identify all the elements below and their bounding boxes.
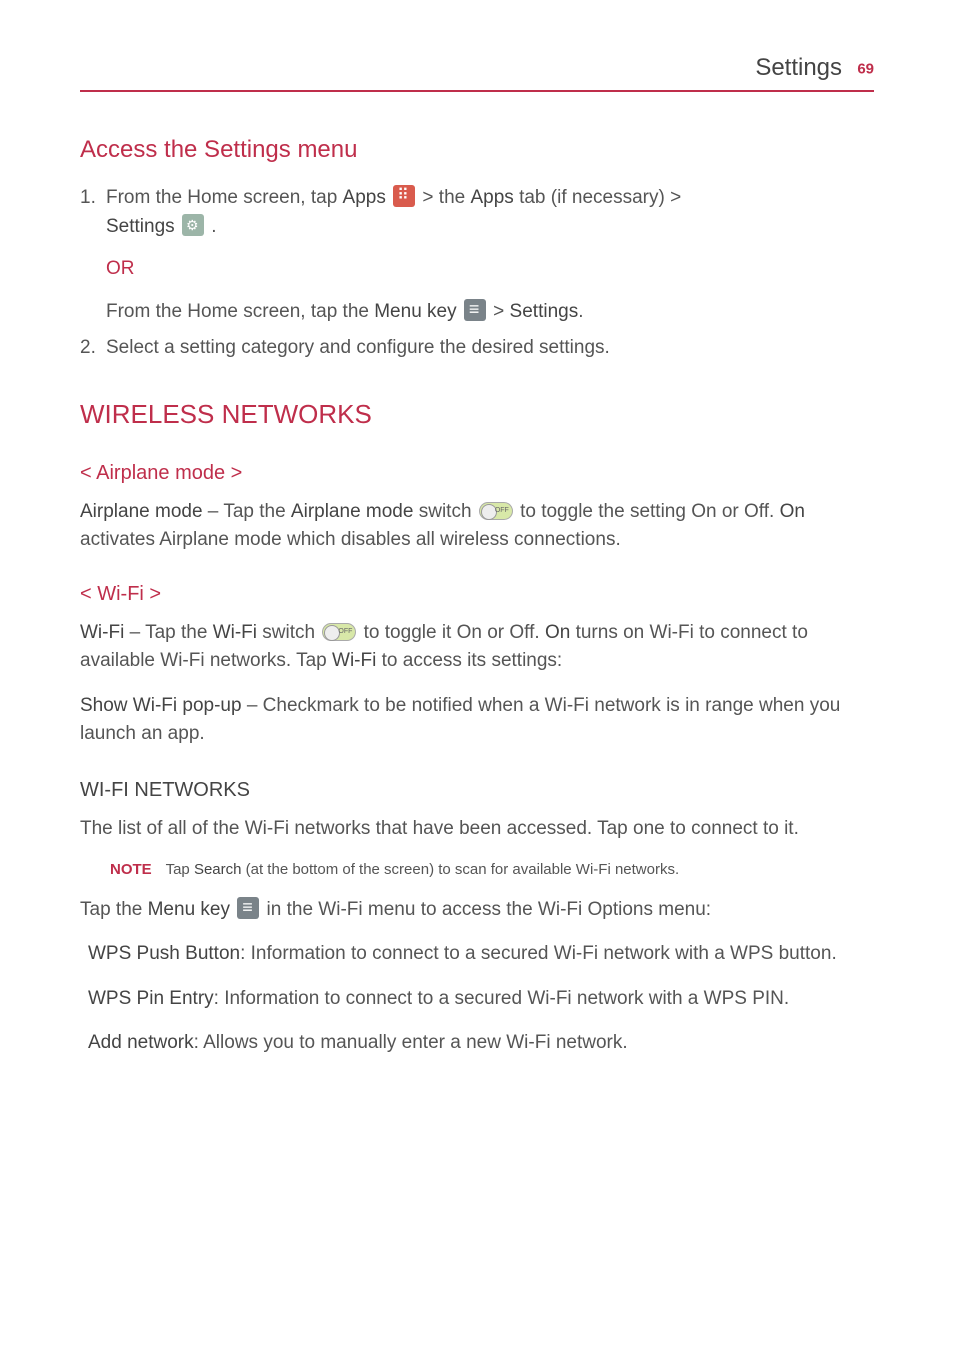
text: WPS Pin Entry [88,988,214,1009]
text: tab (if necessary) > [514,187,681,208]
airplane-heading: < Airplane mode > [80,458,874,488]
text: Airplane mode [80,501,203,522]
steps-list: From the Home screen, tap Apps > the App… [80,184,874,241]
page-header: Settings 69 [80,50,874,92]
wifi-networks-intro: The list of all of the Wi-Fi networks th… [80,815,874,844]
text: in the Wi-Fi menu to access the Wi-Fi Op… [267,899,712,920]
add-network-item: Add network: Allows you to manually ente… [88,1029,874,1058]
text: – Tap the [203,501,291,522]
show-wifi-popup: Show Wi-Fi pop-up – Checkmark to be noti… [80,692,874,749]
step-1-alt: From the Home screen, tap the Menu key >… [106,298,874,327]
wifi-heading: < Wi-Fi > [80,579,874,609]
or-label: OR [106,255,874,284]
text: to toggle the setting On or Off. [515,501,780,522]
text: On [545,622,570,643]
step-1: From the Home screen, tap Apps > the App… [80,184,874,241]
text: Search [194,861,242,878]
apps-icon [393,185,415,207]
label-settings: Settings [510,301,579,322]
label-apps: Apps [343,187,386,208]
text: . [206,216,217,237]
text: switch [257,622,320,643]
wifi-networks-heading: WI-FI NETWORKS [80,775,874,805]
text: Wi-Fi [213,622,257,643]
note-label: NOTE [110,861,152,878]
wps-pin-item: WPS Pin Entry: Information to connect to… [88,985,874,1014]
text: > the [417,187,470,208]
text: Menu key [148,899,230,920]
note-block: NOTE Tap Search (at the bottom of the sc… [80,859,874,882]
text: Wi-Fi [332,650,376,671]
wps-push-item: WPS Push Button: Information to connect … [88,940,874,969]
text: On [780,501,805,522]
header-title: Settings [755,54,842,81]
label-apps-tab: Apps [471,187,514,208]
text: Show Wi-Fi pop-up [80,695,242,716]
section-wireless-title: WIRELESS NETWORKS [80,395,874,434]
toggle-icon [479,502,513,520]
steps-list-cont: Select a setting category and configure … [80,334,874,363]
menu-key-icon [464,299,486,321]
settings-icon [182,214,204,236]
text: : Allows you to manually enter a new Wi-… [194,1032,628,1053]
step-2: Select a setting category and configure … [80,334,874,363]
text: : Information to connect to a secured Wi… [240,943,837,964]
text: Airplane mode [291,501,414,522]
text: to access its settings: [376,650,562,671]
toggle-icon [322,623,356,641]
text: switch [413,501,476,522]
text: : Information to connect to a secured Wi… [214,988,790,1009]
section-access-title: Access the Settings menu [80,132,874,168]
label-menu-key: Menu key [374,301,456,322]
text: Tap [166,861,194,878]
page-number: 69 [857,61,874,78]
text: – Tap the [124,622,212,643]
airplane-desc: Airplane mode – Tap the Airplane mode sw… [80,498,874,555]
label-settings: Settings [106,216,175,237]
menu-key-line: Tap the Menu key in the Wi-Fi menu to ac… [80,896,874,925]
text: > [488,301,510,322]
text: activates Airplane mode which disables a… [80,529,621,550]
text: From the Home screen, tap [106,187,343,208]
text: (at the bottom of the screen) to scan fo… [241,861,679,878]
text: . [578,301,583,322]
text: Tap the [80,899,148,920]
text: Wi-Fi [80,622,124,643]
text: to toggle it On or Off. [358,622,545,643]
text: From the Home screen, tap the [106,301,374,322]
wifi-desc: Wi-Fi – Tap the Wi-Fi switch to toggle i… [80,619,874,676]
text: Add network [88,1032,194,1053]
menu-key-icon [237,897,259,919]
text: WPS Push Button [88,943,240,964]
